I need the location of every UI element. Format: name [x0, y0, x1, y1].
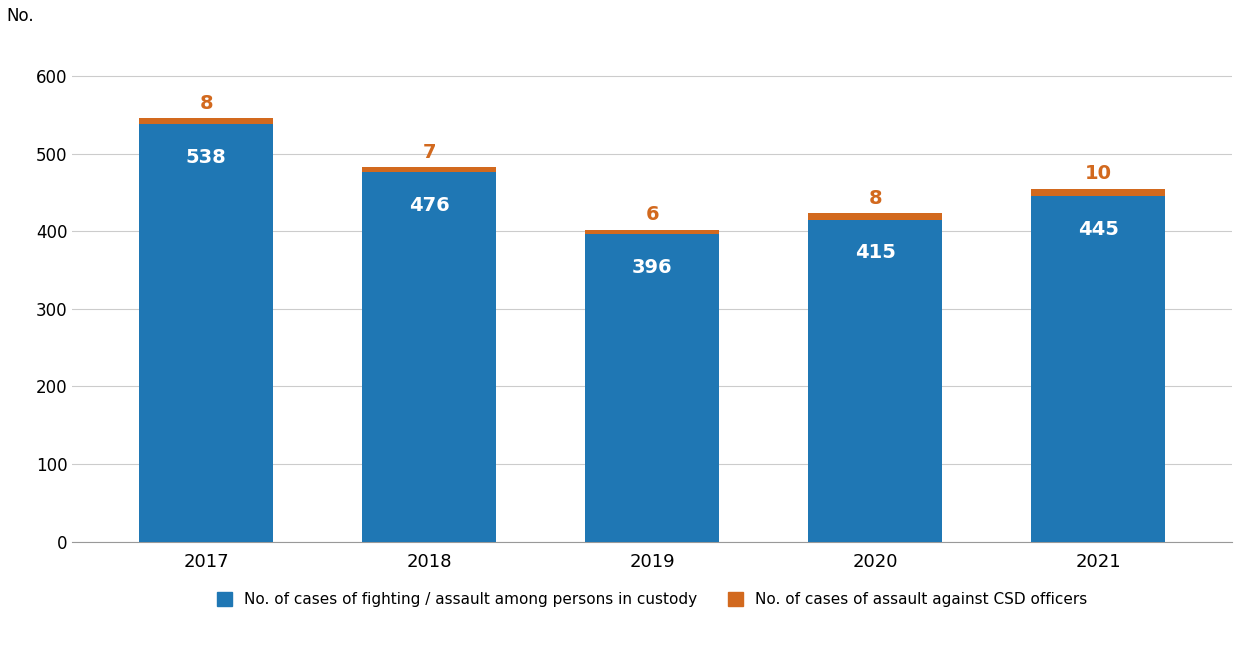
Bar: [808, 214, 941, 220]
Y-axis label: No.: No.: [6, 7, 34, 26]
Bar: [362, 173, 496, 542]
Text: 415: 415: [854, 243, 895, 262]
Text: 7: 7: [423, 142, 436, 161]
Text: 10: 10: [1085, 164, 1111, 183]
Legend: No. of cases of fighting / assault among persons in custody, No. of cases of ass: No. of cases of fighting / assault among…: [211, 586, 1094, 614]
Text: 396: 396: [632, 257, 672, 277]
Bar: [808, 220, 941, 542]
Bar: [585, 230, 720, 235]
Bar: [585, 235, 720, 542]
Text: 8: 8: [868, 189, 882, 208]
Bar: [362, 167, 496, 173]
Text: 476: 476: [409, 196, 449, 214]
Bar: [1031, 189, 1165, 196]
Text: 445: 445: [1077, 220, 1119, 239]
Text: 6: 6: [646, 206, 658, 224]
Bar: [140, 124, 273, 542]
Bar: [140, 118, 273, 124]
Bar: [1031, 196, 1165, 542]
Text: 8: 8: [200, 93, 213, 113]
Text: 538: 538: [186, 148, 227, 167]
